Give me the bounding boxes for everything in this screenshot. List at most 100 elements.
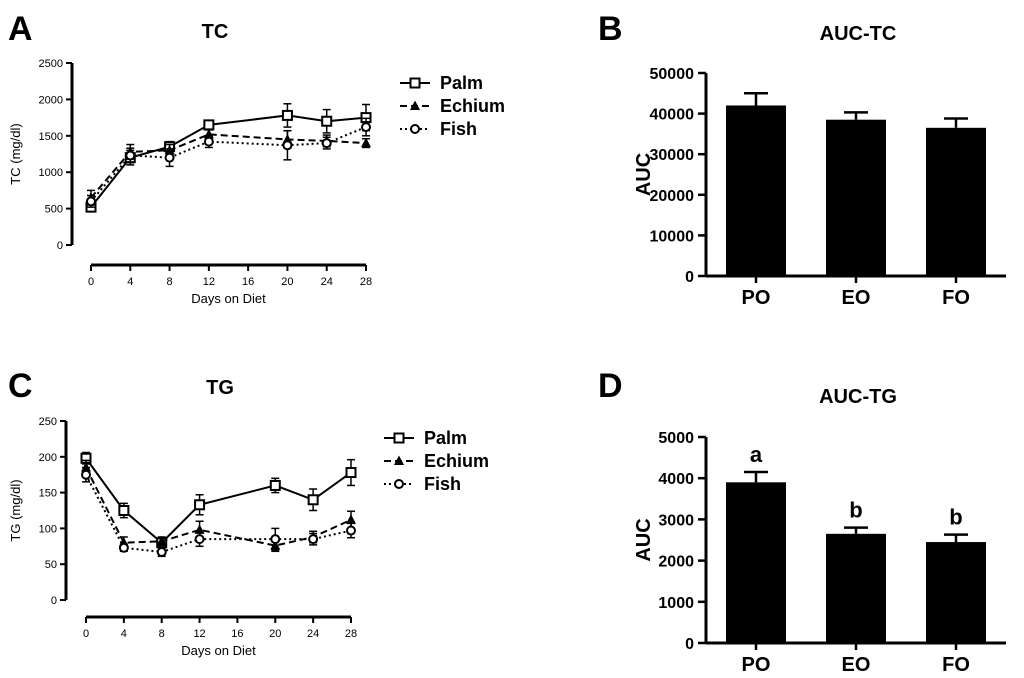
y-tick-label: 2500 [39,58,63,70]
data-point [346,514,356,524]
y-tick-label: 2000 [658,554,694,571]
y-tick-label: 150 [39,488,57,500]
data-point [81,469,91,480]
chart-title: TC [202,21,229,43]
panel-label-c: C [8,367,33,405]
y-axis-label: TG (mg/dl) [8,479,23,541]
panel-label-d: D [598,367,623,405]
legend-label: Palm [440,73,483,93]
series-palm: Palm [80,428,467,549]
x-tick-label: 12 [193,628,205,640]
y-tick-label: 1000 [658,595,694,612]
y-tick-label: 5000 [658,430,694,447]
series-fish: Fish [81,466,461,558]
significance-label: b [949,505,962,530]
y-axis-label: AUC [633,153,655,196]
data-point [156,547,167,558]
data-point [321,115,333,127]
x-tick-label: 16 [231,628,243,640]
y-tick-label: 100 [39,523,57,535]
data-point [118,542,129,553]
data-point [307,494,319,506]
series-echium: Echium [86,96,505,206]
y-tick-label: 500 [45,204,63,216]
chart-title: TG [206,377,234,399]
legend-label: Palm [424,428,467,448]
data-point [361,122,371,133]
x-tick-label: FO [942,287,970,309]
x-tick-label: EO [842,654,871,676]
y-tick-label: 2000 [39,94,63,106]
y-tick-label: 0 [685,269,694,286]
x-tick-label: EO [842,287,871,309]
x-tick-label: 28 [360,276,372,288]
x-tick-label: 20 [281,276,293,288]
x-tick-label: 20 [269,628,281,640]
y-tick-label: 0 [51,595,57,607]
y-tick-label: 1000 [39,167,63,179]
bar-eo [826,119,886,276]
data-point [164,152,175,163]
x-tick-label: 24 [321,276,333,288]
chart-d-auc-tg-bar: AUC-TG 0 1000 2000 3000 4000 5000 AUC PO a EO b FO b [633,386,1006,676]
significance-label: a [750,442,763,467]
x-tick-label: 16 [242,276,254,288]
legend-marker [410,100,420,110]
series-fish: Fish [86,117,477,208]
chart-a-tc-line: TC 0 500 1000 1500 2000 2500 0 4 8 12 16 20 24 28 Days … [8,21,505,306]
legend-marker [410,124,420,134]
legend-marker [394,479,404,489]
chart-title: AUC-TG [819,386,897,408]
panel-label-a: A [8,10,33,48]
bar-fo [926,542,986,643]
chart-b-auc-tc-bar: AUC-TC 0 10000 20000 30000 40000 50000 AUC PO EO F… [633,23,1006,309]
data-point [203,119,215,131]
y-tick-label: 1500 [39,131,63,143]
x-tick-label: 24 [307,628,319,640]
x-tick-label: 28 [345,628,357,640]
bar-fo [926,127,986,276]
data-point [118,505,130,516]
bar-po [726,482,786,643]
data-point [361,137,371,148]
legend-marker [394,455,404,465]
chart-c-tg-line: TG 0 50 100 150 200 250 0 4 8 12 16 20 24 28 Days on Di… [8,377,489,658]
y-tick-label: 20000 [650,188,695,205]
y-tick-label: 250 [39,416,57,428]
legend-label: Echium [424,451,489,471]
significance-label: b [849,498,862,523]
bar-po [726,105,786,276]
x-axis-label: Days on Diet [191,291,266,306]
legend-label: Fish [424,474,461,494]
y-tick-label: 3000 [658,512,694,529]
x-tick-label: 12 [203,276,215,288]
data-point [321,138,332,149]
y-tick-label: 40000 [650,107,695,124]
data-point [194,534,205,545]
y-tick-label: 0 [685,636,694,653]
y-axis-label: TC (mg/dl) [8,123,23,184]
x-tick-label: 0 [83,628,89,640]
y-tick-label: 50 [45,559,57,571]
legend-label: Echium [440,96,505,116]
panel-label-b: B [598,10,623,48]
data-point [194,499,206,511]
series-echium: Echium [81,451,489,553]
bar-eo [826,533,886,643]
x-tick-label: PO [742,287,771,309]
y-tick-label: 0 [57,240,63,252]
y-tick-label: 50000 [650,66,695,83]
data-point [156,535,167,546]
data-point [125,150,136,161]
legend-label: Fish [440,119,477,139]
legend-marker [393,432,405,444]
y-tick-label: 4000 [658,471,694,488]
y-axis-label: AUC [633,518,655,561]
data-point [281,109,293,121]
data-point [308,534,319,545]
data-point [282,140,293,151]
x-tick-label: 4 [127,276,133,288]
data-point [269,479,281,491]
data-point [345,467,357,479]
